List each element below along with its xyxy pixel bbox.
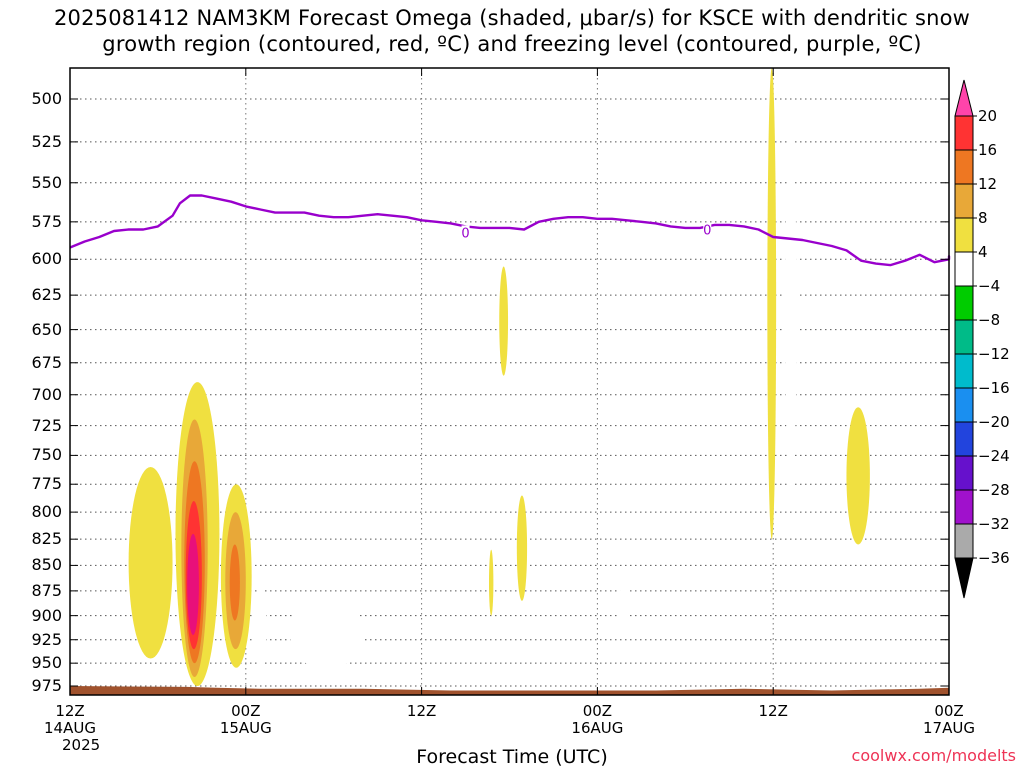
y-tick-label-575: 575 (31, 211, 62, 231)
colorbar-segment-1 (954, 115, 974, 151)
x-tick-label-h12-line-1: 15AUG (219, 719, 272, 737)
colorbar-segment-9 (954, 387, 974, 423)
colorbar-label-3: 8 (978, 209, 988, 227)
colorbar-segment-7 (954, 319, 974, 355)
x-tick-label-h0-line-0: 12Z (55, 702, 85, 720)
y-tick-label-650: 650 (31, 319, 62, 339)
x-tick-label-h12: 00Z 15AUG (201, 703, 291, 737)
omega-region-5 (187, 533, 199, 635)
colorbar-segment-4 (954, 217, 974, 253)
colorbar-label-0: 20 (978, 107, 998, 125)
colorbar-segment-6 (954, 285, 974, 321)
omega-region-0 (128, 467, 173, 659)
colorbar-label-13: −36 (978, 549, 1010, 567)
x-tick-label-h60-line-1: 17AUG (923, 719, 975, 737)
colorbar-label-5: −4 (978, 277, 1001, 295)
colorbar-label-7: −12 (978, 345, 1010, 363)
colorbar-label-9: −20 (978, 413, 1010, 431)
colorbar-top-arrow (954, 79, 974, 117)
omega-shading (128, 68, 961, 686)
colorbar-segment-11 (954, 455, 974, 491)
y-tick-label-725: 725 (31, 415, 62, 435)
colorbar-label-6: −8 (978, 311, 1001, 329)
freezing-level-label-0: 0 (461, 226, 469, 241)
x-tick-label-h48: 12Z (728, 703, 818, 720)
colorbar-label-1: 16 (978, 141, 998, 159)
omega-region-16 (784, 124, 797, 496)
x-tick-label-h48-line-0: 12Z (758, 702, 788, 720)
colorbar-segment-5 (954, 251, 974, 287)
x-tick-label-h0-line-2: 2025 (62, 736, 101, 754)
omega-region-15 (767, 68, 777, 540)
terrain-fill (70, 686, 949, 695)
freezing-level-label-1: 0 (703, 223, 711, 238)
colorbar-label-4: 4 (978, 243, 988, 261)
y-tick-label-900: 900 (31, 605, 62, 625)
x-tick-label-h36: 00Z 16AUG (552, 703, 642, 737)
colorbar-segment-2 (954, 149, 974, 185)
x-tick-label-h24-line-0: 12Z (406, 702, 437, 720)
colorbar-label-12: −32 (978, 515, 1010, 533)
omega-region-9 (254, 585, 267, 668)
x-tick-label-h24: 12Z (377, 703, 467, 720)
freezing-level-label-bg-0 (461, 225, 470, 239)
y-tick-label-950: 950 (31, 653, 62, 673)
x-tick-label-h12-line-0: 00Z (231, 702, 261, 720)
colorbar-label-8: −16 (978, 379, 1010, 397)
omega-region-8 (229, 544, 240, 621)
y-tick-label-925: 925 (31, 629, 62, 649)
freezing-level-label-bg-1 (703, 222, 712, 236)
x-tick-label-h60: 00Z 17AUG (904, 703, 994, 737)
x-tick-label-h36-line-0: 00Z (582, 702, 613, 720)
y-tick-label-775: 775 (31, 474, 62, 494)
x-tick-label-h60-line-0: 00Z (934, 702, 964, 720)
colorbar-segment-12 (954, 489, 974, 525)
y-tick-label-975: 975 (31, 676, 62, 695)
omega-region-11 (499, 266, 509, 376)
y-tick-label-875: 875 (31, 580, 62, 600)
colorbar-label-11: −28 (978, 481, 1010, 499)
title-line-2: growth region (contoured, red, ºC) and f… (102, 32, 922, 56)
y-tick-label-800: 800 (31, 502, 62, 522)
omega-region-12 (488, 549, 494, 616)
title-line-1: 2025081412 NAM3KM Forecast Omega (shaded… (53, 6, 971, 30)
x-tick-label-h0-line-1: 14AUG (44, 719, 96, 737)
omega-region-13 (516, 495, 528, 601)
omega-region-14 (617, 585, 630, 626)
freezing-level-line (69, 194, 951, 267)
y-tick-label-750: 750 (31, 445, 62, 465)
x-axis-label: Forecast Time (UTC) (416, 746, 608, 768)
colorbar-label-2: 12 (978, 175, 998, 193)
colorbar-segment-10 (954, 421, 974, 457)
plot-border (69, 67, 950, 696)
y-tick-label-500: 500 (31, 89, 62, 108)
terrain-layer (70, 686, 949, 695)
y-tick-label-625: 625 (31, 285, 62, 305)
omega-region-10 (289, 595, 363, 670)
y-tick-label-550: 550 (31, 172, 62, 192)
omega-region-18 (947, 577, 961, 611)
colorbar-bottom-arrow (954, 557, 974, 599)
y-tick-label-700: 700 (31, 384, 62, 404)
colorbar-segment-3 (954, 183, 974, 219)
y-tick-label-600: 600 (31, 249, 62, 269)
colorbar-label-10: −24 (978, 447, 1010, 465)
credit-link[interactable]: coolwx.com/modelts (851, 746, 1016, 765)
colorbar-segment-13 (954, 523, 974, 559)
y-tick-label-825: 825 (31, 529, 62, 549)
y-tick-label-675: 675 (31, 352, 62, 372)
x-tick-label-h0: 12Z 14AUG 2025 (25, 703, 115, 754)
y-tick-label-850: 850 (31, 555, 62, 575)
colorbar-segment-8 (954, 353, 974, 389)
colorbar (954, 79, 977, 599)
plot-frame (69, 67, 950, 696)
y-tick-label-525: 525 (31, 131, 62, 151)
x-tick-label-h36-line-1: 16AUG (571, 719, 624, 737)
omega-region-17 (846, 407, 870, 545)
